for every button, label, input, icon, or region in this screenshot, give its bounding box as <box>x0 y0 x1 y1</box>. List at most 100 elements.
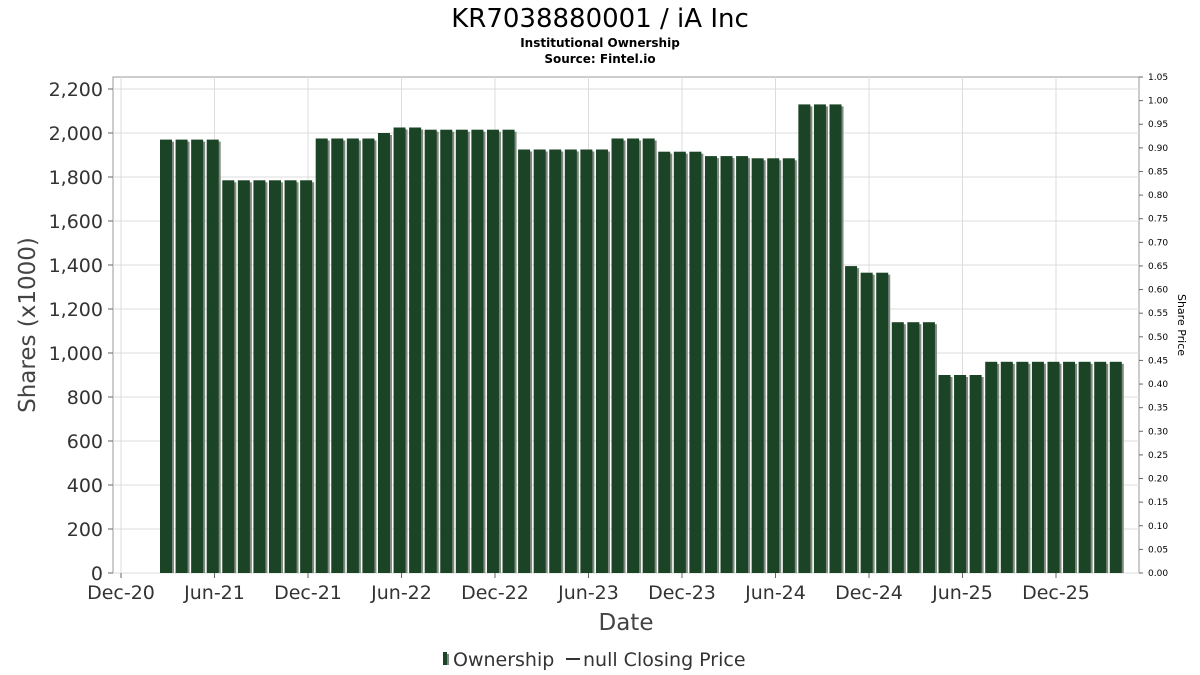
x-tick-label: Dec-20 <box>87 582 155 604</box>
bar <box>673 151 686 573</box>
bar <box>1047 361 1060 573</box>
bar <box>782 158 795 574</box>
bar <box>160 139 172 573</box>
x-tick-label: Jun-25 <box>931 582 993 604</box>
bar <box>767 158 780 574</box>
bar <box>377 133 390 573</box>
bar <box>891 322 904 573</box>
bar <box>300 180 313 574</box>
y-axis-right: 0.00 0.05 0.10 0.15 0.20 0.25 0.30 0.35 0.40 0.45… <box>1139 73 1168 579</box>
bar <box>409 127 422 573</box>
y2-tick-label: 0.35 <box>1148 404 1168 414</box>
bar <box>175 139 188 573</box>
bar <box>813 104 826 574</box>
x-tick-label: Dec-25 <box>1022 582 1090 604</box>
y2-tick-label: 0.80 <box>1148 191 1168 201</box>
y-tick-label: 2,000 <box>49 123 103 145</box>
bar <box>642 138 655 573</box>
bar <box>440 129 453 573</box>
y2-tick-label: 0.20 <box>1148 475 1168 485</box>
y2-tick-label: 0.25 <box>1148 451 1168 461</box>
bar <box>518 149 531 573</box>
bar <box>1078 361 1091 573</box>
bar <box>736 156 749 573</box>
x-tick-label: Jun-21 <box>183 582 245 604</box>
x-tick-label: Dec-24 <box>835 582 903 604</box>
bar <box>362 138 375 573</box>
bar <box>533 149 546 573</box>
x-axis: Dec-20 Jun-21 Dec-21 Jun-22 Dec-22 Jun-23 Dec-… <box>87 573 1090 604</box>
y-tick-label: 600 <box>67 431 103 453</box>
bar <box>876 272 889 573</box>
y2-tick-label: 1.00 <box>1148 97 1168 107</box>
bar <box>1031 361 1044 573</box>
bar <box>658 151 671 573</box>
y-tick-label: 1,600 <box>49 211 103 233</box>
bar <box>1063 361 1076 573</box>
ownership-legend-swatch-shadow <box>447 654 449 665</box>
y2-tick-label: 0.50 <box>1148 333 1168 343</box>
legend-ownership-label: Ownership <box>453 649 554 671</box>
bar <box>222 180 235 574</box>
bar <box>611 138 624 573</box>
legend: Ownership null Closing Price <box>443 649 746 671</box>
x-tick-label: Jun-23 <box>557 582 619 604</box>
bar <box>595 149 608 573</box>
bar <box>486 129 499 573</box>
bar <box>549 149 562 573</box>
x-axis-title: Date <box>599 610 654 636</box>
bar <box>1109 361 1122 573</box>
y2-tick-label: 0.40 <box>1148 380 1168 390</box>
bar <box>907 322 920 573</box>
bar <box>1094 361 1107 573</box>
ownership-legend-swatch <box>443 652 447 665</box>
bar <box>502 129 515 573</box>
y2-tick-label: 0.65 <box>1148 262 1168 272</box>
bar <box>985 361 998 573</box>
bar <box>689 151 702 573</box>
y2-tick-label: 0.00 <box>1148 569 1168 579</box>
y-tick-label: 2,200 <box>49 79 103 101</box>
bar <box>268 180 281 574</box>
y2-tick-label: 0.30 <box>1148 427 1168 437</box>
y2-tick-label: 0.10 <box>1148 522 1168 532</box>
y2-tick-label: 0.60 <box>1148 286 1168 296</box>
legend-price-label: null Closing Price <box>583 649 746 671</box>
y2-tick-label: 0.45 <box>1148 356 1168 366</box>
bar <box>845 266 858 573</box>
y-tick-label: 200 <box>67 519 103 541</box>
x-tick-label: Dec-22 <box>461 582 529 604</box>
chart-title: KR7038880001 / iA Inc <box>451 4 749 34</box>
bar <box>720 156 733 573</box>
bar <box>331 138 344 573</box>
bar <box>829 104 842 574</box>
y-tick-label: 1,800 <box>49 167 103 189</box>
bar <box>860 272 873 573</box>
y2-tick-label: 0.95 <box>1148 120 1168 130</box>
y2-tick-label: 0.85 <box>1148 167 1168 177</box>
bar <box>393 127 406 573</box>
bars <box>160 104 1124 574</box>
x-tick-label: Jun-24 <box>744 582 806 604</box>
bar <box>253 180 266 574</box>
bar <box>237 180 250 574</box>
bar <box>191 139 204 573</box>
bar <box>206 139 219 573</box>
bar <box>346 138 359 573</box>
bar <box>704 156 717 573</box>
y2-tick-label: 0.55 <box>1148 309 1168 319</box>
y2-tick-label: 0.90 <box>1148 144 1168 154</box>
bar <box>580 149 593 573</box>
y-tick-label: 400 <box>67 475 103 497</box>
bar <box>938 375 951 573</box>
y-tick-label: 1,000 <box>49 343 103 365</box>
bar <box>969 375 982 573</box>
bar <box>455 129 468 573</box>
chart-subtitle: Institutional Ownership <box>520 36 680 50</box>
bar <box>284 180 297 574</box>
y2-tick-label: 0.05 <box>1148 545 1168 555</box>
bar <box>954 375 967 573</box>
y-axis-title: Shares (x1000) <box>15 237 41 413</box>
y2-tick-label: 1.05 <box>1148 73 1168 83</box>
